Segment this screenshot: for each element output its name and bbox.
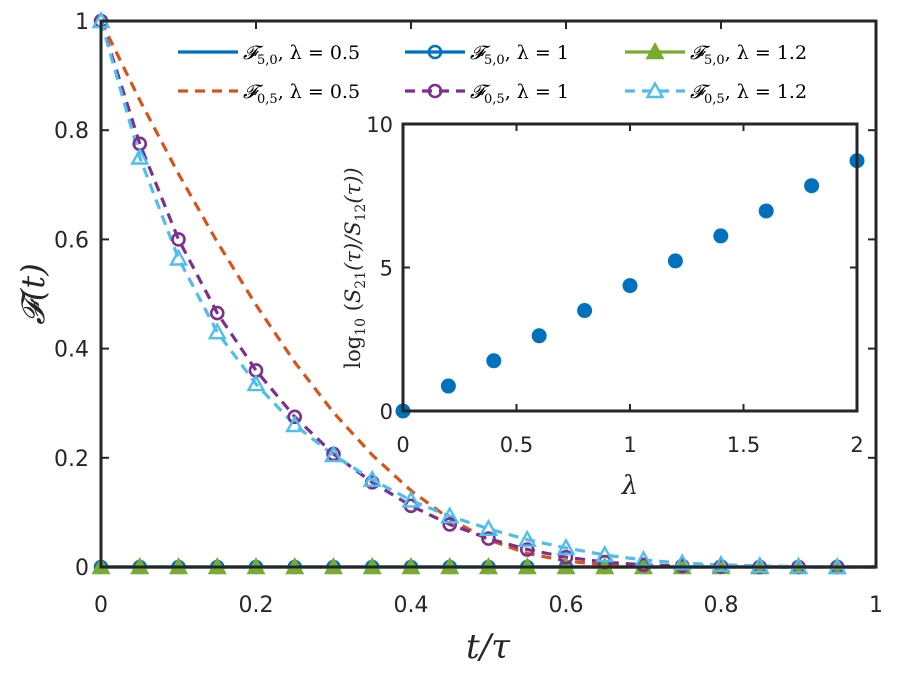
main-x-tick-label: 0 xyxy=(94,593,108,618)
series-4-marker xyxy=(519,542,535,557)
main-x-axis-label: t/τ xyxy=(466,627,511,667)
series-5-marker xyxy=(246,374,266,392)
inset-x-tick-label: 1.5 xyxy=(727,433,760,457)
series-4-marker xyxy=(558,549,574,565)
series-5-marker xyxy=(168,248,189,266)
main-y-tick-label: 0.6 xyxy=(54,228,89,253)
inset-data-point xyxy=(440,378,456,394)
series-5-marker xyxy=(362,469,382,487)
series-5-marker xyxy=(711,554,731,573)
inset-data-point xyxy=(804,178,820,194)
legend-marker-swatch xyxy=(645,81,665,99)
inset-x-tick-label: 1 xyxy=(623,433,636,457)
main-x-tick-label: 0.2 xyxy=(239,593,274,618)
inset-y-ticks: 0 5 10 xyxy=(366,113,857,424)
legend-label: 𝓕5,0, λ = 1 xyxy=(470,42,569,68)
inset-data-point xyxy=(667,253,683,269)
series-5-marker xyxy=(401,490,421,508)
inset-x-tick-label: 2 xyxy=(850,433,863,457)
series-5-marker xyxy=(750,555,770,574)
main-y-tick-label: 1 xyxy=(75,10,89,35)
series-5-marker xyxy=(207,322,227,340)
inset-y-tick-label: 5 xyxy=(380,257,393,281)
series-5-marker xyxy=(556,537,576,556)
inset-x-tick-label: 0.5 xyxy=(500,433,533,457)
inset-y-tick-label: 0 xyxy=(380,400,393,424)
main-x-ticks: 0 0.2 0.4 0.6 0.8 1 xyxy=(94,21,883,618)
main-y-tick-label: 0 xyxy=(75,556,89,581)
inset-data-point xyxy=(713,228,729,244)
main-x-tick-label: 1 xyxy=(869,593,883,618)
series-4-marker xyxy=(287,409,303,425)
series-5-marker xyxy=(285,415,305,433)
series-5-marker xyxy=(478,518,499,536)
inset-y-tick-label: 10 xyxy=(366,113,393,137)
inset-y-axis-label: log10 (S21(τ)/S12(τ)) xyxy=(341,167,369,368)
main-axes-box xyxy=(99,19,878,569)
series-4-marker xyxy=(442,517,458,532)
inset-data-point xyxy=(622,278,638,294)
legend: 𝓕5,0, λ = 0.5 𝓕5,0, λ = 1 𝓕5,0, λ = 1.2𝓕0,… xyxy=(178,42,807,107)
inset-data-point xyxy=(758,203,774,219)
series-4-marker xyxy=(171,232,186,247)
main-y-tick-label: 0.8 xyxy=(54,119,89,144)
series-5-marker xyxy=(595,545,615,563)
inset-plot-background xyxy=(403,124,857,411)
main-y-ticks: 0 0.2 0.4 0.6 0.8 1 xyxy=(54,10,876,581)
main-y-tick-label: 0.4 xyxy=(54,338,89,363)
legend-item-1: 𝓕5,0, λ = 1 xyxy=(405,42,569,68)
legend-marker-swatch xyxy=(645,42,665,60)
inset-data-point xyxy=(486,353,502,369)
inset-data-point xyxy=(577,303,593,319)
main-y-axis-label: 𝓕(t) xyxy=(14,263,52,324)
inset-axes: 0 0.5 1 1.5 2 0 5 10 λ log10 (S21(τ)/S12(τ)) xyxy=(341,113,865,501)
series-5-marker xyxy=(440,506,460,524)
inset-data-point xyxy=(531,328,547,344)
series-4-marker xyxy=(481,531,496,546)
legend-item-0: 𝓕5,0, λ = 0.5 xyxy=(178,42,360,68)
legend-item-4: 𝓕0,5, λ = 1 xyxy=(405,81,569,107)
legend-label: 𝓕5,0, λ = 0.5 xyxy=(243,42,360,68)
series-5-marker xyxy=(517,529,537,547)
main-x-tick-label: 0.6 xyxy=(549,593,584,618)
main-x-tick-label: 0.8 xyxy=(704,593,739,618)
legend-marker-swatch xyxy=(427,83,443,99)
series-5-marker xyxy=(130,147,150,165)
legend-marker-swatch xyxy=(427,44,443,60)
series-5-marker xyxy=(323,445,344,463)
inset-x-axis-label: λ xyxy=(621,471,638,501)
inset-axes-box xyxy=(401,122,859,413)
main-x-tick-label: 0.4 xyxy=(394,593,429,618)
series-4-marker xyxy=(209,305,225,321)
main-y-tick-label: 0.2 xyxy=(54,447,89,472)
inset-x-tick-label: 0 xyxy=(396,433,409,457)
series-5-marker xyxy=(672,553,692,571)
inset-points-group xyxy=(395,153,865,419)
